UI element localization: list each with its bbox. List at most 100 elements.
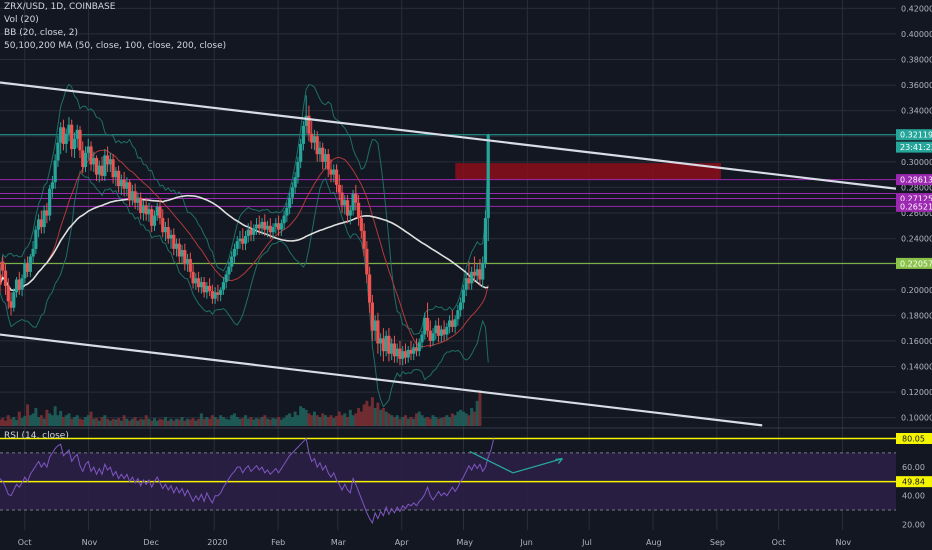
rsi-badge[interactable] xyxy=(896,476,932,488)
time-axis[interactable]: Oct Nov Dec 2020 Feb Mar Apr May Jun Jul Aug Sep Oct… xyxy=(18,538,852,547)
volume-bar xyxy=(354,413,358,426)
candle-body xyxy=(337,184,341,193)
volume-bar xyxy=(260,417,264,426)
volume-bar xyxy=(202,418,206,426)
volume-bar xyxy=(365,400,369,426)
volume-bar xyxy=(31,413,35,426)
volume-bar xyxy=(232,413,236,426)
volume-bar xyxy=(274,418,278,426)
horizontal-levels[interactable] xyxy=(0,134,896,264)
candle-body xyxy=(50,182,55,189)
candle-body xyxy=(205,285,209,293)
volume-bar xyxy=(100,417,104,426)
price-badge[interactable] xyxy=(896,129,932,141)
resistance-zone[interactable] xyxy=(455,163,721,180)
trendlines[interactable] xyxy=(0,81,897,427)
rsi-badge[interactable] xyxy=(896,433,932,444)
volume-bar xyxy=(141,419,145,426)
volume-bar xyxy=(401,417,405,426)
price-badge[interactable] xyxy=(896,174,932,186)
candle-body xyxy=(14,279,19,293)
bollinger-upper-band xyxy=(0,83,489,335)
volume-bar xyxy=(197,418,201,426)
candle-body xyxy=(130,191,134,201)
rsi-tick-label: 40.00 xyxy=(902,492,925,501)
candle-body xyxy=(111,159,115,178)
volume-bar xyxy=(448,417,452,426)
volume-bar xyxy=(299,406,303,426)
rsi-arrow[interactable] xyxy=(469,450,563,474)
candle-body xyxy=(72,138,77,150)
volume-bar xyxy=(381,408,385,426)
candle-body xyxy=(133,191,137,203)
candle-body xyxy=(53,160,57,183)
price-badge[interactable] xyxy=(896,141,932,153)
volume-bar xyxy=(362,404,366,426)
volume-bar xyxy=(387,413,391,426)
candle-body xyxy=(42,210,46,228)
candle-body xyxy=(381,338,386,352)
price-badge-label: 0.265211 xyxy=(900,202,932,211)
volume-bar xyxy=(279,419,283,426)
volume-bars xyxy=(0,390,482,426)
candle-body xyxy=(23,262,27,279)
price-badge[interactable] xyxy=(896,257,932,269)
volume-bar xyxy=(0,419,2,426)
candle-body xyxy=(246,229,250,237)
rsi-tick-label: 20.00 xyxy=(902,520,925,529)
volume-bar xyxy=(219,415,223,426)
candle-body xyxy=(478,269,482,280)
price-badge[interactable] xyxy=(896,193,932,205)
volume-bar xyxy=(277,417,281,426)
rsi-panel: 80.05 49.84 60.00 40.00 20.00 xyxy=(0,427,932,529)
volume-bar xyxy=(139,418,143,426)
candle-body xyxy=(448,320,452,327)
volume-bar xyxy=(172,420,176,426)
trendline[interactable] xyxy=(0,81,897,190)
volume-bar xyxy=(45,409,49,426)
candle-body xyxy=(125,182,129,189)
grid-lines xyxy=(0,0,896,530)
price-badge[interactable] xyxy=(896,200,932,212)
volume-bar xyxy=(357,408,361,426)
volume-bar xyxy=(318,417,322,426)
volume-bar xyxy=(461,411,465,426)
candle-body xyxy=(34,229,38,249)
candlesticks xyxy=(0,95,490,366)
candle-body xyxy=(141,205,146,213)
volume-bar xyxy=(329,415,333,426)
candle-body xyxy=(70,124,74,150)
candle-body xyxy=(227,266,231,275)
candle-body xyxy=(334,169,339,185)
candle-body xyxy=(384,335,388,352)
candle-body xyxy=(174,243,179,249)
volume-bar xyxy=(398,418,402,426)
candle-body xyxy=(28,256,32,272)
volume-bar xyxy=(67,413,71,426)
volume-bar xyxy=(4,420,8,426)
candle-body xyxy=(417,342,421,352)
candle-body xyxy=(312,136,317,143)
volume-bar xyxy=(343,413,347,426)
candle-body xyxy=(296,161,300,178)
volume-bar xyxy=(312,411,316,426)
volume-bar xyxy=(415,413,419,426)
candle-body xyxy=(45,210,49,216)
candle-body xyxy=(379,338,383,344)
time-tick-label: Sep xyxy=(710,538,725,547)
candle-body xyxy=(406,349,410,358)
price-badge-label: 0.286131 xyxy=(900,176,932,185)
candle-body xyxy=(445,326,449,335)
volume-bar xyxy=(266,418,270,426)
trendline[interactable] xyxy=(0,333,763,427)
volume-bar xyxy=(282,418,286,426)
volume-bar xyxy=(285,415,289,426)
volume-bar xyxy=(81,419,85,426)
price-badge-label: 0.220571 xyxy=(900,259,932,268)
candle-body xyxy=(461,289,465,303)
